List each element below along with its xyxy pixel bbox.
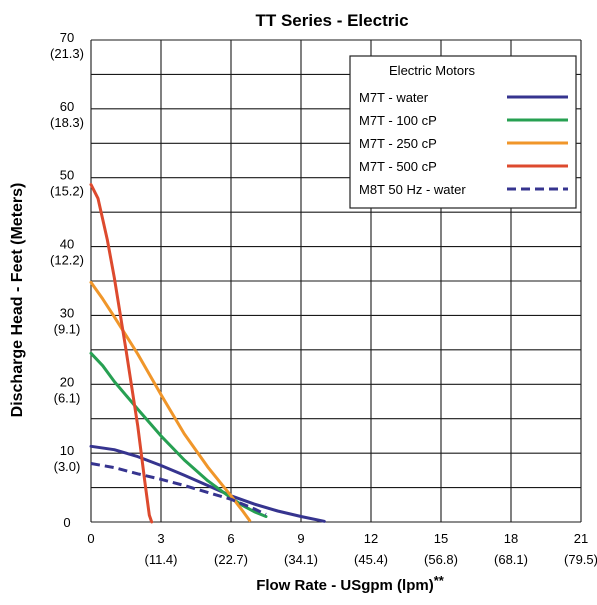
- series-line-5: [90, 462, 267, 516]
- x-tick-sublabel: (22.7): [214, 552, 248, 567]
- x-tick-sublabel: (45.4): [354, 552, 388, 567]
- y-tick-label: 0: [63, 515, 70, 530]
- x-tick-sublabel: (34.1): [284, 552, 318, 567]
- y-tick-label: 70: [60, 30, 74, 45]
- y-tick-sublabel: (18.3): [50, 115, 84, 130]
- x-axis-ticks: 0 3 (11.4) 6 (22.7) 9 (34.1) 12 (45.4) 15 (56.8) 18…: [87, 531, 597, 567]
- series-line-3: [89, 280, 252, 523]
- series-line-1: [89, 444, 326, 523]
- series-line-4: [89, 183, 154, 524]
- y-tick-label: 40: [60, 237, 74, 252]
- y-axis-label: Discharge Head - Feet (Meters): [9, 183, 26, 418]
- y-tick-sublabel: (15.2): [50, 184, 84, 199]
- x-axis-label-suffix: **: [434, 573, 445, 588]
- x-tick-label: 9: [297, 531, 304, 546]
- y-tick-label: 20: [60, 374, 74, 389]
- legend-label: M7T - water: [359, 90, 429, 105]
- x-tick-label: 18: [504, 531, 518, 546]
- chart-title: TT Series - Electric: [255, 11, 408, 30]
- y-tick-sublabel: (3.0): [54, 459, 81, 474]
- x-axis-label: Flow Rate - USgpm (lpm)**: [256, 573, 445, 594]
- y-tick-sublabel: (6.1): [54, 390, 81, 405]
- x-tick-label: 12: [364, 531, 378, 546]
- x-tick-label: 15: [434, 531, 448, 546]
- x-axis-label-text: Flow Rate - USgpm (lpm): [256, 577, 434, 594]
- y-tick-label: 50: [60, 168, 74, 183]
- x-tick-label: 3: [157, 531, 164, 546]
- x-tick-label: 21: [574, 531, 588, 546]
- y-axis-ticks: 0 10(3.0) 20(6.1) 30(9.1) 40(12.2) 50(15.2) 60…: [50, 30, 84, 530]
- legend-label: M7T - 250 cP: [359, 136, 437, 151]
- x-tick-label: 6: [227, 531, 234, 546]
- y-tick-label: 60: [60, 99, 74, 114]
- legend-box: [349, 55, 577, 209]
- legend-label: M8T 50 Hz - water: [359, 182, 466, 197]
- legend-title: Electric Motors: [389, 63, 475, 78]
- x-tick-sublabel: (68.1): [494, 552, 528, 567]
- x-tick-sublabel: (56.8): [424, 552, 458, 567]
- y-tick-sublabel: (21.3): [50, 46, 84, 61]
- x-tick-sublabel: (79.5): [564, 552, 597, 567]
- x-tick-label: 0: [87, 531, 94, 546]
- legend-items: M7T - water M7T - 100 cP M7T - 250 cP M7T -…: [359, 90, 568, 197]
- y-tick-label: 30: [60, 305, 74, 320]
- series-line-2: [89, 351, 268, 518]
- y-tick-label: 10: [60, 443, 74, 458]
- legend-label: M7T - 100 cP: [359, 113, 437, 128]
- x-tick-sublabel: (11.4): [145, 552, 178, 567]
- y-tick-sublabel: (12.2): [50, 253, 84, 268]
- legend-label: M7T - 500 cP: [359, 159, 437, 174]
- y-tick-sublabel: (9.1): [54, 321, 81, 336]
- plot-lines: [89, 183, 326, 524]
